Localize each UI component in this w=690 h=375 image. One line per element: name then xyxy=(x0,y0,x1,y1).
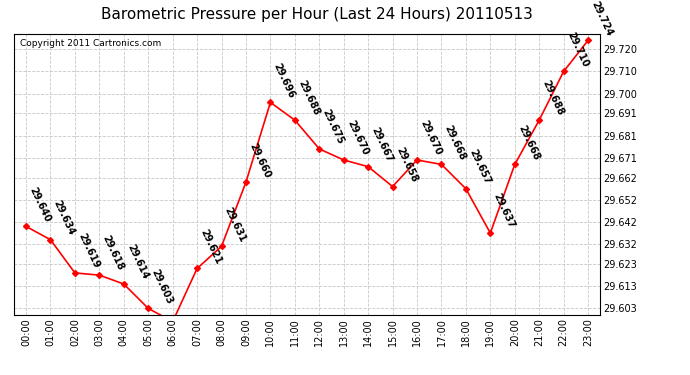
Text: 29.618: 29.618 xyxy=(101,234,126,272)
Text: 29.675: 29.675 xyxy=(321,108,346,146)
Text: 29.619: 29.619 xyxy=(77,232,101,270)
Text: 29.640: 29.640 xyxy=(28,185,52,224)
Text: 29.634: 29.634 xyxy=(52,199,77,237)
Text: 29.660: 29.660 xyxy=(247,141,273,179)
Text: Copyright 2011 Cartronics.com: Copyright 2011 Cartronics.com xyxy=(19,39,161,48)
Text: 29.603: 29.603 xyxy=(150,267,175,306)
Text: 29.688: 29.688 xyxy=(296,79,322,117)
Text: 29.688: 29.688 xyxy=(540,79,566,117)
Text: 29.724: 29.724 xyxy=(589,0,614,38)
Text: 29.658: 29.658 xyxy=(394,146,419,184)
Text: 29.667: 29.667 xyxy=(370,126,395,164)
Text: 29.621: 29.621 xyxy=(199,228,224,266)
Text: 29.614: 29.614 xyxy=(125,243,150,281)
Text: 29.597: 29.597 xyxy=(0,374,1,375)
Text: 29.710: 29.710 xyxy=(565,30,590,69)
Text: 29.670: 29.670 xyxy=(345,119,370,157)
Text: 29.637: 29.637 xyxy=(492,192,517,230)
Text: 29.631: 29.631 xyxy=(223,206,248,244)
Text: 29.668: 29.668 xyxy=(443,123,468,162)
Text: 29.670: 29.670 xyxy=(418,119,443,157)
Text: Barometric Pressure per Hour (Last 24 Hours) 20110513: Barometric Pressure per Hour (Last 24 Ho… xyxy=(101,8,533,22)
Text: 29.657: 29.657 xyxy=(467,148,492,186)
Text: 29.668: 29.668 xyxy=(516,123,541,162)
Text: 29.696: 29.696 xyxy=(272,62,297,100)
